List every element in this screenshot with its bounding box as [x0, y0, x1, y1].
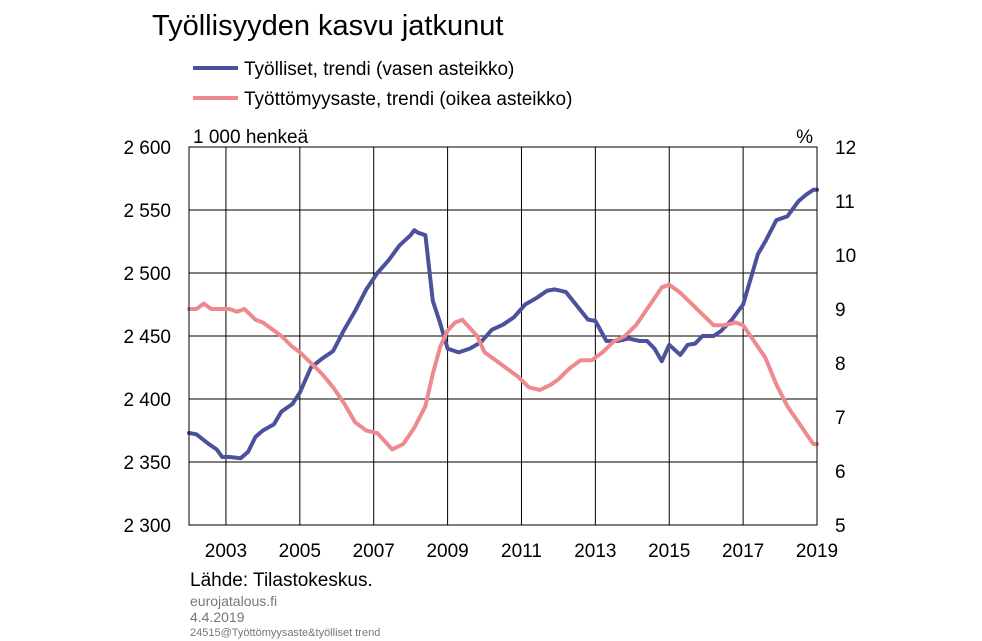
left-tick-label: 2 400 — [123, 390, 171, 411]
x-tick-label: 2009 — [426, 541, 468, 562]
right-tick-label: 6 — [835, 462, 846, 483]
series-line-employed — [187, 187, 819, 461]
left-axis-unit: 1 000 henkeä — [193, 127, 309, 148]
right-tick-label: 10 — [835, 246, 856, 267]
plot-frame — [188, 146, 818, 526]
footer-id: 24515@Työttömyysaste&työlliset trend — [190, 627, 380, 639]
left-tick-label: 2 450 — [123, 327, 171, 348]
x-tick-label: 2003 — [205, 541, 247, 562]
x-tick-label: 2013 — [574, 541, 616, 562]
left-tick-label: 2 550 — [123, 201, 171, 222]
right-tick-label: 9 — [835, 300, 846, 321]
legend-label-unemployment: Työttömyysaste, trendi (oikea asteikko) — [244, 89, 572, 110]
left-tick-label: 2 300 — [123, 516, 171, 537]
left-axis-ticks: 2 300 2 350 2 400 2 450 2 500 2 550 2 600 — [123, 138, 171, 537]
right-axis-unit: % — [796, 127, 813, 148]
x-tick-label: 2017 — [722, 541, 764, 562]
legend-label-employed: Työlliset, trendi (vasen asteikko) — [244, 59, 514, 80]
x-tick-label: 2007 — [353, 541, 395, 562]
right-tick-label: 7 — [835, 408, 846, 429]
footer-date: 4.4.2019 — [190, 609, 245, 625]
right-tick-label: 11 — [835, 192, 855, 213]
x-tick-label: 2015 — [648, 541, 690, 562]
right-tick-label: 12 — [835, 138, 856, 159]
left-tick-label: 2 600 — [123, 138, 171, 159]
x-axis-ticks: 2003 2005 2007 2009 2011 2013 2015 2017 2019 — [205, 541, 838, 562]
source-note: Lähde: Tilastokeskus. — [190, 570, 373, 591]
series-lines — [187, 187, 819, 461]
footer-site: eurojatalous.fi — [190, 593, 277, 609]
right-tick-label: 5 — [835, 516, 846, 537]
series-line-unemployment — [187, 282, 819, 452]
left-tick-label: 2 350 — [123, 453, 171, 474]
x-tick-label: 2019 — [796, 541, 838, 562]
chart-title: Työllisyyden kasvu jatkunut — [152, 10, 503, 42]
right-tick-label: 8 — [835, 354, 846, 375]
x-tick-label: 2011 — [501, 541, 542, 562]
x-tick-label: 2005 — [279, 541, 321, 562]
legend: Työlliset, trendi (vasen asteikko) Tyött… — [193, 59, 572, 110]
left-tick-label: 2 500 — [123, 264, 171, 285]
right-axis-ticks: 5 6 7 8 9 10 11 12 — [835, 138, 856, 537]
